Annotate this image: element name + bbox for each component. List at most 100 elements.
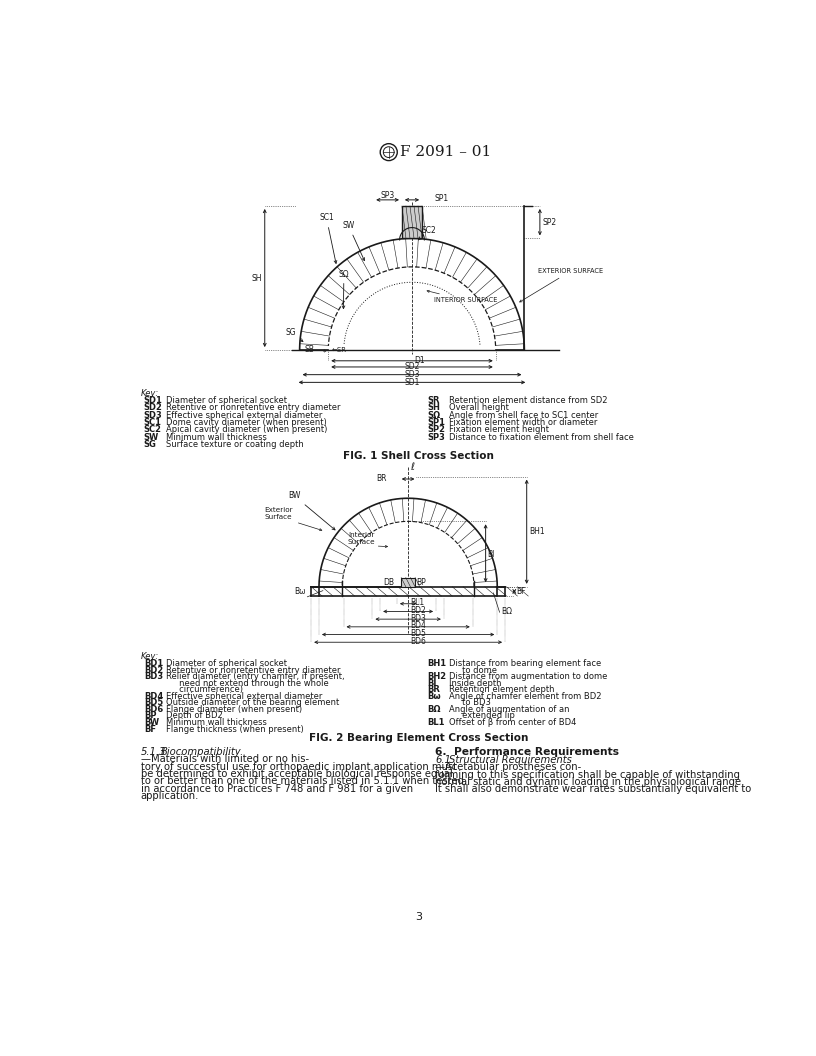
Text: BD5: BD5 bbox=[144, 698, 163, 708]
Text: Retention element distance from SD2: Retention element distance from SD2 bbox=[449, 396, 608, 406]
Text: BΩ: BΩ bbox=[501, 607, 512, 616]
Text: Fixation element height: Fixation element height bbox=[449, 426, 549, 434]
Text: Distance from bearing element face: Distance from bearing element face bbox=[449, 659, 601, 668]
Text: SW: SW bbox=[144, 433, 159, 441]
Text: BW: BW bbox=[288, 491, 335, 530]
Text: BD4: BD4 bbox=[144, 692, 163, 701]
Text: SH: SH bbox=[252, 274, 263, 283]
Text: ←SR: ←SR bbox=[331, 347, 347, 354]
Text: to dome: to dome bbox=[449, 665, 497, 675]
Text: SG: SG bbox=[144, 440, 157, 449]
Text: normal static and dynamic loading in the physiological range.: normal static and dynamic loading in the… bbox=[435, 777, 745, 787]
Text: BF: BF bbox=[144, 724, 156, 734]
Text: Retentive or nonretentive entry diameter: Retentive or nonretentive entry diameter bbox=[166, 665, 340, 675]
Text: BP: BP bbox=[144, 712, 157, 720]
Text: circumference): circumference) bbox=[166, 685, 242, 694]
Text: BH1: BH1 bbox=[529, 527, 544, 536]
Text: Effective spherical external diameter: Effective spherical external diameter bbox=[166, 692, 322, 701]
Text: SP3: SP3 bbox=[428, 433, 446, 441]
Text: Outside diameter of the bearing element: Outside diameter of the bearing element bbox=[166, 698, 339, 708]
Text: 3: 3 bbox=[415, 911, 422, 922]
Text: D1: D1 bbox=[415, 356, 425, 365]
Text: BD1: BD1 bbox=[144, 659, 163, 668]
Text: SC2: SC2 bbox=[144, 426, 162, 434]
Text: 6.  Performance Requirements: 6. Performance Requirements bbox=[435, 747, 619, 757]
Text: SR: SR bbox=[428, 396, 440, 406]
Text: Structural Requirements: Structural Requirements bbox=[449, 755, 572, 766]
Text: BL1: BL1 bbox=[428, 718, 445, 727]
Text: SB: SB bbox=[304, 344, 314, 354]
Text: DB: DB bbox=[384, 578, 394, 587]
Text: Angle of chamfer element from BD2: Angle of chamfer element from BD2 bbox=[449, 692, 601, 701]
Text: EXTERIOR SURFACE: EXTERIOR SURFACE bbox=[520, 268, 604, 302]
Text: Dome cavity diameter (when present): Dome cavity diameter (when present) bbox=[166, 418, 326, 427]
Text: be determined to exhibit acceptable biological response equal: be determined to exhibit acceptable biol… bbox=[140, 769, 453, 779]
Text: SD3: SD3 bbox=[404, 370, 419, 379]
Text: extended lip: extended lip bbox=[449, 712, 515, 720]
Text: Diameter of spherical socket: Diameter of spherical socket bbox=[166, 659, 286, 668]
Text: Angle of augmentation of an: Angle of augmentation of an bbox=[449, 705, 570, 714]
Text: FIG. 1 Shell Cross Section: FIG. 1 Shell Cross Section bbox=[343, 451, 494, 461]
Text: Minimum wall thickness: Minimum wall thickness bbox=[166, 718, 267, 727]
Text: BF: BF bbox=[516, 587, 526, 596]
Text: SC1: SC1 bbox=[319, 213, 337, 263]
Text: Key:: Key: bbox=[140, 653, 159, 661]
Text: Overall height: Overall height bbox=[449, 403, 509, 413]
Text: BD5: BD5 bbox=[410, 629, 426, 638]
Text: BD3: BD3 bbox=[410, 614, 426, 623]
Text: SP1: SP1 bbox=[428, 418, 446, 427]
Text: BL1: BL1 bbox=[410, 599, 424, 607]
Text: Surface texture or coating depth: Surface texture or coating depth bbox=[166, 440, 304, 449]
Text: SD1: SD1 bbox=[404, 378, 419, 386]
Text: ℓ: ℓ bbox=[410, 461, 415, 472]
Text: BI: BI bbox=[487, 549, 494, 559]
Text: FIG. 2 Bearing Element Cross Section: FIG. 2 Bearing Element Cross Section bbox=[308, 733, 528, 743]
Text: tory of successful use for orthopaedic implant application must: tory of successful use for orthopaedic i… bbox=[140, 761, 457, 772]
Text: SD2: SD2 bbox=[144, 403, 162, 413]
Text: It shall also demonstrate wear rates substantially equivalent to: It shall also demonstrate wear rates sub… bbox=[435, 785, 752, 794]
Text: F 2091 – 01: F 2091 – 01 bbox=[400, 145, 491, 159]
Text: BR: BR bbox=[428, 685, 441, 694]
Text: BI: BI bbox=[428, 679, 437, 687]
Bar bbox=[402, 206, 422, 239]
Text: SΩ: SΩ bbox=[428, 411, 441, 420]
Text: SP1: SP1 bbox=[434, 193, 449, 203]
Text: SC1: SC1 bbox=[144, 418, 162, 427]
Text: in accordance to Practices F 748 and F 981 for a given: in accordance to Practices F 748 and F 9… bbox=[140, 784, 413, 794]
Bar bbox=[401, 578, 415, 587]
Text: Distance to fixation element from shell face: Distance to fixation element from shell … bbox=[449, 433, 634, 441]
Text: application.: application. bbox=[140, 791, 199, 800]
Text: Biocompatibility: Biocompatibility bbox=[161, 747, 242, 757]
Text: need not extend through the whole: need not extend through the whole bbox=[166, 679, 328, 687]
Text: Interior
Surface: Interior Surface bbox=[348, 532, 375, 546]
Text: Flange diameter (when present): Flange diameter (when present) bbox=[166, 705, 302, 714]
Text: Angle from shell face to SC1 center: Angle from shell face to SC1 center bbox=[449, 411, 598, 420]
Text: forming to this specification shall be capable of withstanding: forming to this specification shall be c… bbox=[435, 770, 740, 779]
Text: Depth of BD2: Depth of BD2 bbox=[166, 712, 222, 720]
Text: 6.1: 6.1 bbox=[435, 755, 451, 766]
Text: —Materials with limited or no his-: —Materials with limited or no his- bbox=[140, 754, 309, 765]
Text: 5.1.3: 5.1.3 bbox=[140, 747, 166, 757]
Text: SH: SH bbox=[428, 403, 441, 413]
Text: SD1: SD1 bbox=[144, 396, 162, 406]
Text: INTERIOR SURFACE: INTERIOR SURFACE bbox=[427, 290, 497, 303]
Text: Flange thickness (when present): Flange thickness (when present) bbox=[166, 724, 304, 734]
Text: to BD3: to BD3 bbox=[449, 698, 491, 708]
Text: BR: BR bbox=[376, 474, 387, 483]
Text: BD6: BD6 bbox=[410, 637, 426, 646]
Text: Bω: Bω bbox=[295, 587, 306, 597]
Text: BH2: BH2 bbox=[428, 673, 446, 681]
Text: Retentive or nonretentive entry diameter: Retentive or nonretentive entry diameter bbox=[166, 403, 340, 413]
Text: SP2: SP2 bbox=[428, 426, 446, 434]
Text: Bω: Bω bbox=[428, 692, 441, 701]
Text: SG: SG bbox=[286, 327, 303, 341]
Text: BH1: BH1 bbox=[428, 659, 446, 668]
Text: Retention element depth: Retention element depth bbox=[449, 685, 555, 694]
Text: Diameter of spherical socket: Diameter of spherical socket bbox=[166, 396, 286, 406]
Text: BΩ: BΩ bbox=[428, 705, 441, 714]
Text: BD3: BD3 bbox=[144, 673, 163, 681]
Text: Key:: Key: bbox=[140, 390, 159, 398]
Text: SC2: SC2 bbox=[419, 226, 436, 240]
Text: SD2: SD2 bbox=[404, 362, 419, 372]
Text: BP: BP bbox=[417, 578, 427, 587]
